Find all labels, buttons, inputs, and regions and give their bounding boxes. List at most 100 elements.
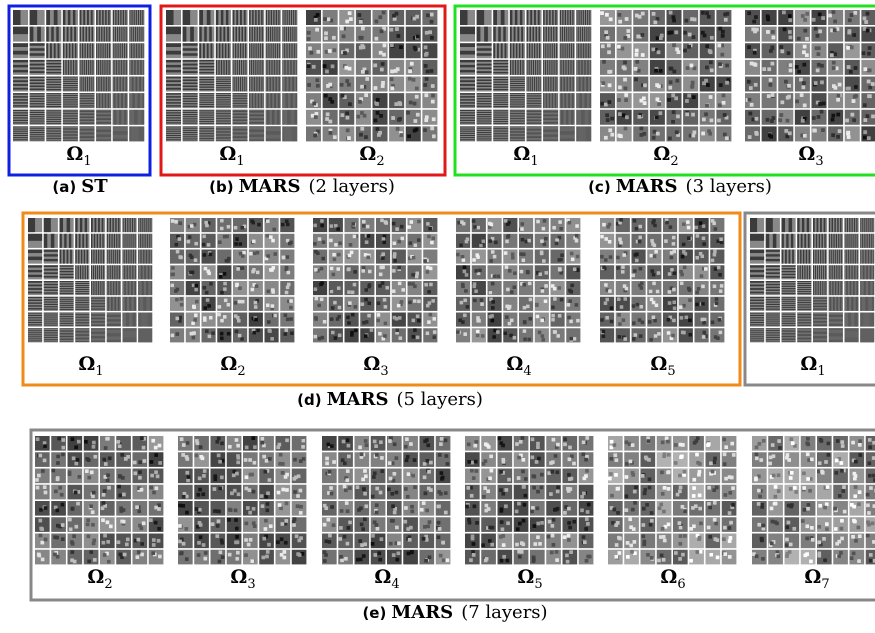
filter-noise (229, 508, 233, 512)
filter-cell (663, 328, 677, 342)
filter-stripe (590, 27, 591, 42)
filter-noise (298, 553, 302, 557)
filter-stripe (839, 250, 840, 264)
filter-noise (213, 474, 217, 478)
filter-stripe (58, 43, 60, 58)
filter-stripe (581, 10, 582, 25)
filter-stripe (135, 265, 136, 279)
filter-noise (675, 79, 679, 83)
filter-noise (360, 452, 364, 456)
filter-stripe (236, 27, 238, 42)
filter-noise (396, 328, 400, 332)
filter-stripe (797, 250, 798, 264)
filter-stripe (46, 119, 61, 120)
filter-noise (846, 46, 850, 50)
filter-stripe (46, 128, 61, 129)
filter-stripe (266, 128, 281, 129)
filter-stripe (123, 110, 124, 125)
filter-noise (281, 522, 285, 526)
filter-noise (72, 456, 76, 460)
filter-stripe (131, 110, 132, 125)
filter-noise (346, 316, 350, 320)
filter-noise (383, 334, 387, 338)
filter-stripe (543, 121, 558, 122)
filter-noise (638, 225, 642, 229)
filter-stripe (253, 43, 254, 58)
filter-stripe (101, 77, 102, 92)
filter-noise (846, 132, 850, 136)
filter-noise (672, 43, 676, 47)
filter-stripe (865, 250, 866, 264)
filter-stripe (266, 131, 281, 132)
filter-stripe (80, 120, 95, 121)
filter-stripe (122, 93, 123, 108)
filter-stripe (107, 316, 121, 317)
filter-stripe (44, 321, 58, 322)
filter-stripe (477, 80, 492, 82)
filter-noise (695, 303, 699, 307)
filter-noise (672, 19, 676, 23)
filter-stripe (567, 10, 568, 25)
filter-noise (142, 521, 146, 525)
filter-stripe (46, 87, 61, 88)
filter-stripe (797, 309, 811, 310)
filter-cell (778, 110, 793, 125)
filter-noise (190, 332, 194, 336)
filter-noise (91, 523, 95, 527)
filter-noise (375, 102, 379, 106)
filter-stripe (797, 285, 811, 286)
filter-stripe (183, 136, 198, 137)
filter-stripe (830, 297, 831, 311)
filter-stripe (296, 27, 297, 42)
filter-stripe (113, 128, 128, 129)
filter-noise (849, 70, 853, 74)
filter-noise (800, 93, 804, 97)
filter-stripe (797, 299, 811, 300)
filter-stripe (581, 93, 582, 108)
filter-noise (409, 101, 413, 105)
filter-stripe (293, 110, 294, 125)
filter-stripe (44, 250, 58, 252)
filter-stripe (139, 43, 140, 58)
filter-stripe (60, 297, 74, 298)
filter-noise (331, 306, 335, 310)
filter-noise (786, 119, 790, 123)
filter-noise (504, 251, 508, 255)
filter-noise (362, 224, 366, 228)
filter-stripe (133, 77, 134, 92)
filter-stripe (91, 308, 105, 309)
filter-stripe (30, 60, 45, 62)
filter-stripe (797, 281, 811, 282)
filter-stripe (555, 10, 557, 25)
filter-stripe (815, 281, 816, 295)
filter-stripe (13, 60, 28, 63)
filter-noise (820, 64, 824, 68)
filter-noise (814, 81, 818, 85)
filter-stripe (268, 10, 269, 25)
filter-noise (623, 284, 627, 288)
filter-stripe (183, 48, 198, 51)
filter-stripe (560, 128, 575, 129)
filter-noise (755, 117, 759, 121)
filter-stripe (568, 27, 569, 42)
filter-stripe (102, 234, 103, 248)
filter-stripe (855, 234, 856, 248)
filter-stripe (123, 340, 137, 341)
filter-noise (405, 437, 409, 441)
filter-noise (242, 251, 246, 255)
filter-stripe (233, 95, 248, 96)
filter-noise (558, 314, 562, 318)
filter-noise (544, 284, 548, 288)
filter-stripe (813, 337, 827, 338)
filter-stripe (510, 128, 525, 129)
filter-noise (704, 267, 708, 271)
filter-stripe (581, 126, 582, 141)
filter-stripe (820, 250, 821, 264)
filter-stripe (97, 234, 98, 248)
grid-index: 2 (376, 154, 384, 169)
filter-stripe (132, 77, 133, 92)
filter-stripe (546, 93, 547, 108)
filter-stripe (240, 77, 241, 92)
filter-stripe (276, 10, 277, 25)
filter-noise (472, 219, 476, 223)
